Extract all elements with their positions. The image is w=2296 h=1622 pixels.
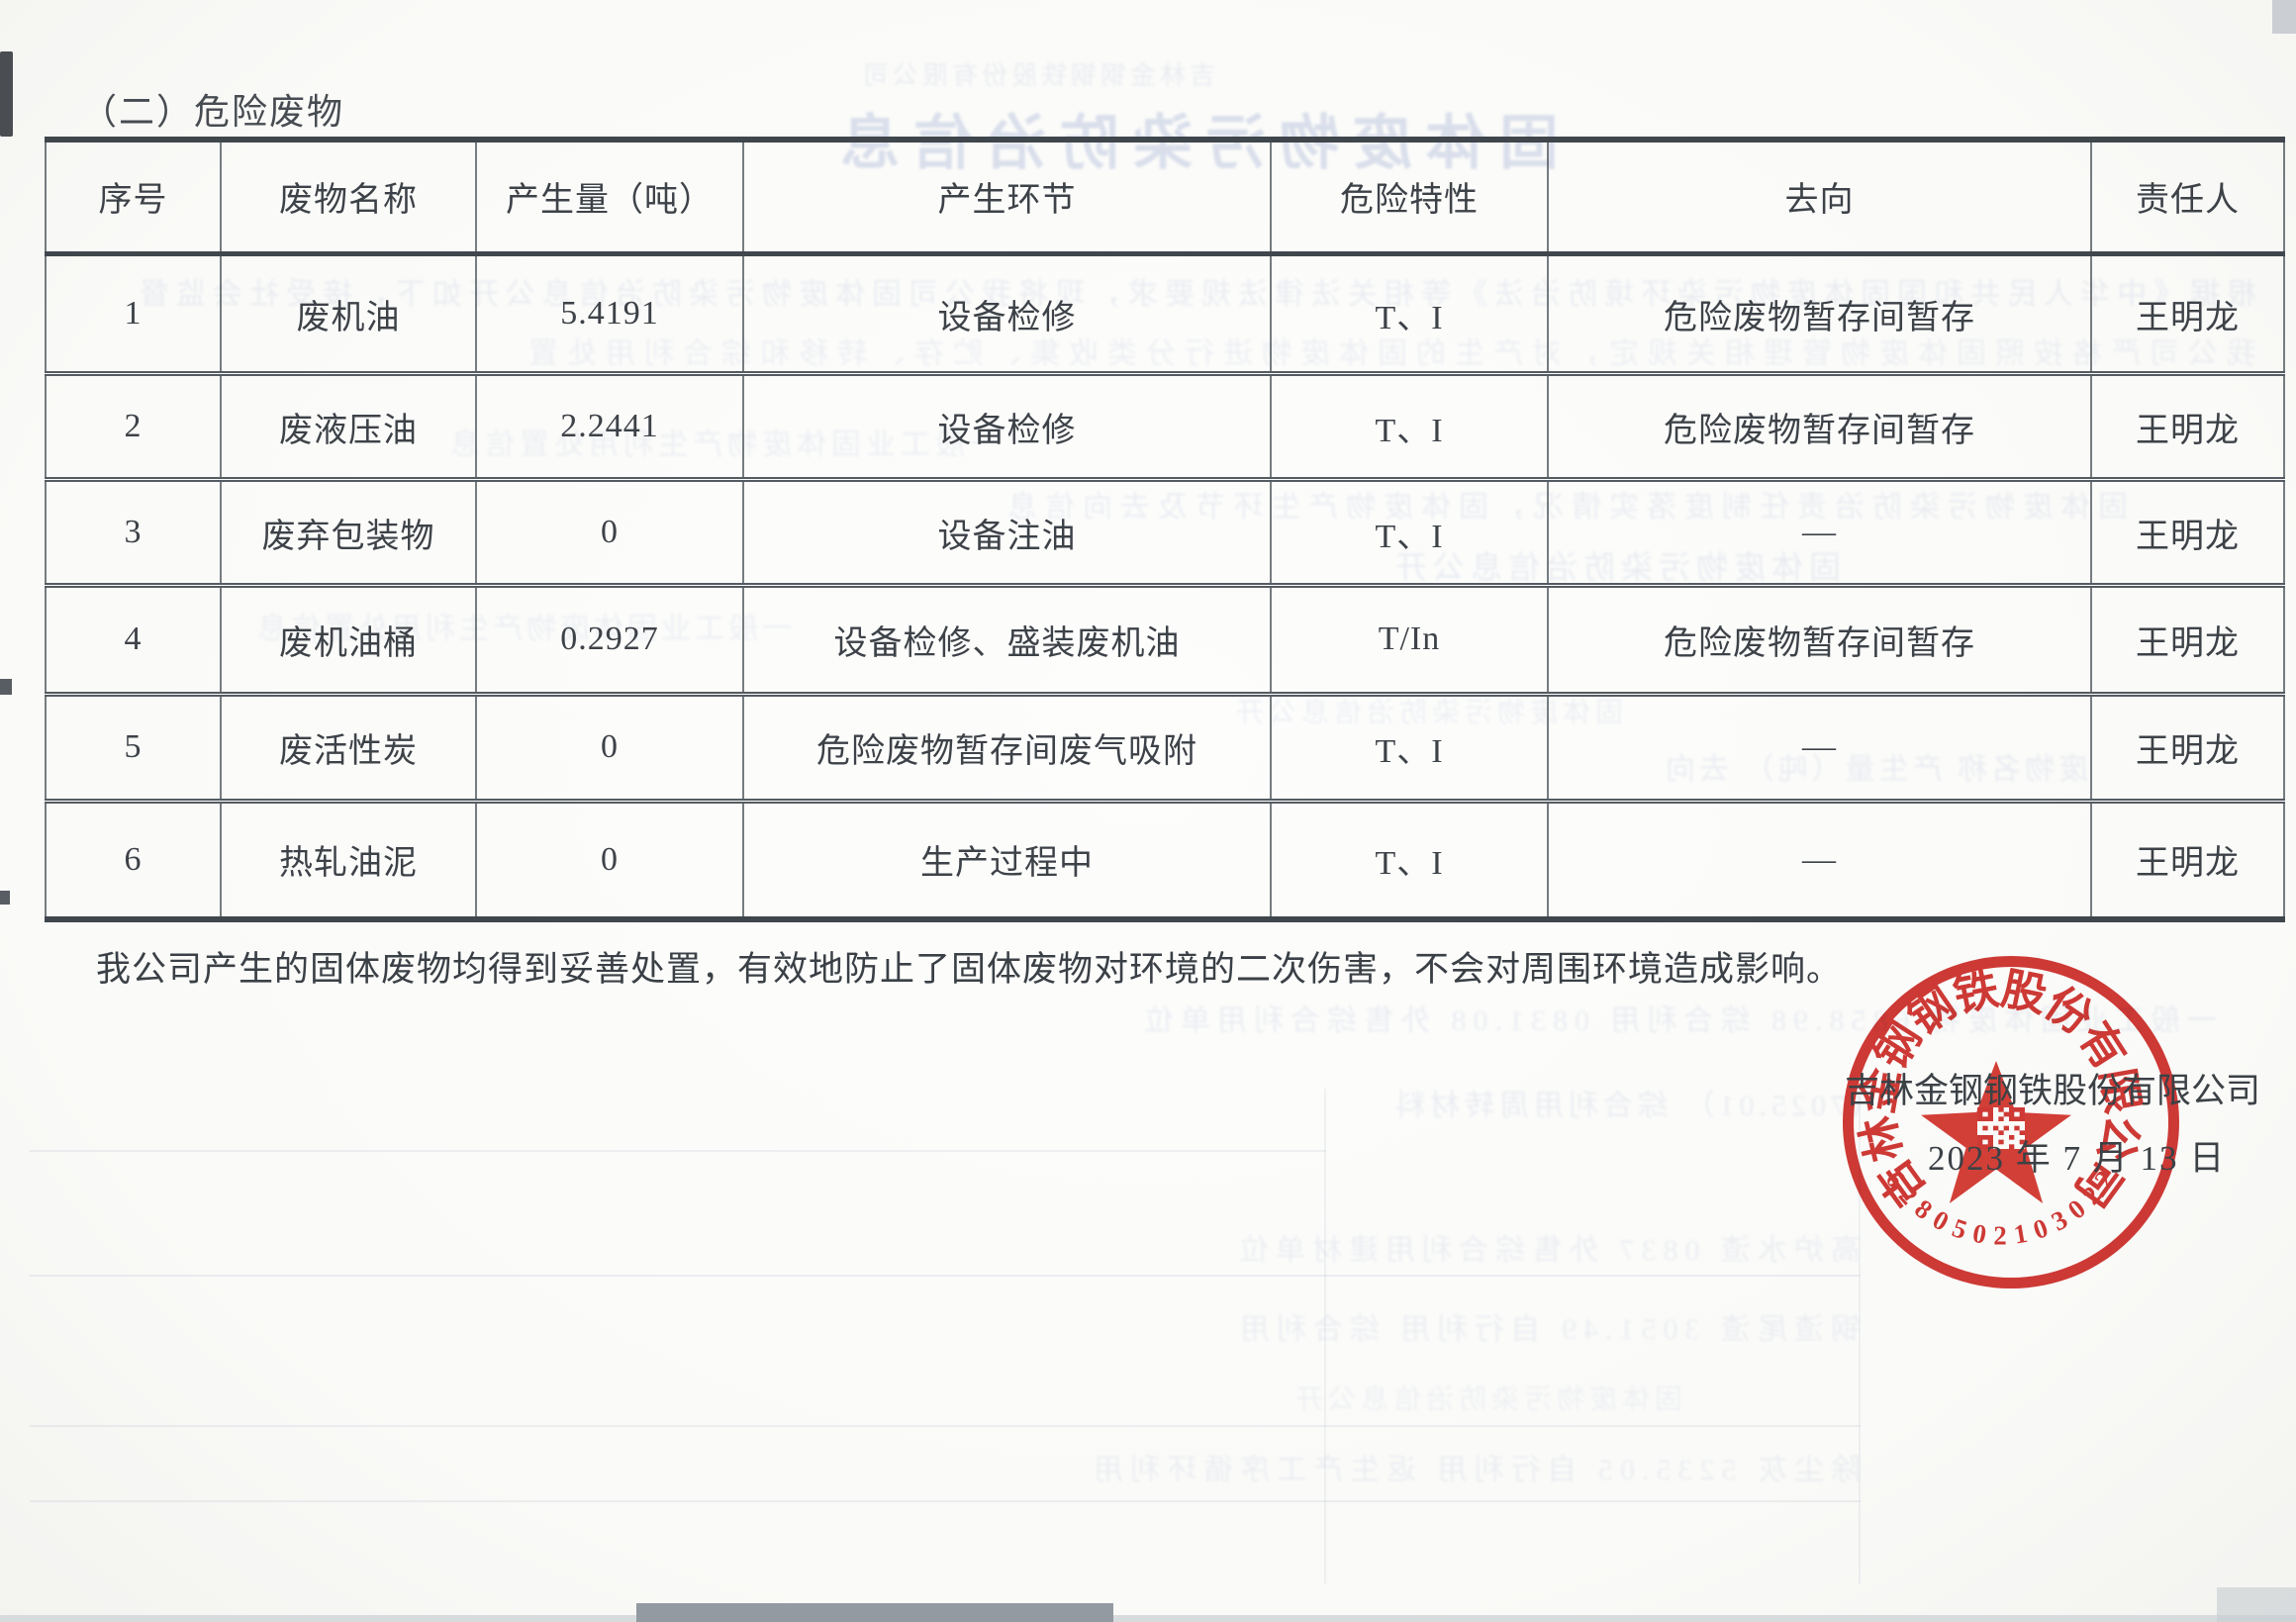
seal-date-text: 2023 年 7 月 13 日 bbox=[1928, 1139, 2227, 1178]
scan-artifact bbox=[0, 679, 12, 695]
bleedthrough-line bbox=[30, 1500, 1861, 1502]
scan-artifact bbox=[0, 891, 10, 905]
bleedthrough-line bbox=[1324, 1089, 1326, 1583]
table-header-row: 序号 废物名称 产生量（吨） 产生环节 危险特性 去向 责任人 bbox=[45, 140, 2285, 256]
table-row: 1 废机油 5.4191 设备检修 T、I 危险废物暂存间暂存 王明龙 bbox=[45, 253, 2285, 377]
bleedthrough-text: 吉林金钢钢铁股份有限公司 bbox=[859, 61, 1216, 90]
scan-artifact bbox=[2217, 1587, 2296, 1622]
company-name-text: 吉林金钢钢铁股份有限公司 bbox=[1845, 1072, 2261, 1110]
qr-code-icon bbox=[1977, 1107, 2025, 1149]
col-header-source-stage: 产生环节 bbox=[742, 140, 1272, 256]
col-header-amount: 产生量（吨） bbox=[475, 140, 744, 256]
table-row: 2 废液压油 2.2441 设备检修 T、I 危险废物暂存间暂存 王明龙 bbox=[45, 373, 2285, 482]
table-row: 6 热轧油泥 0 生产过程中 T、I — 王明龙 bbox=[45, 801, 2285, 919]
bleedthrough-text: 固体废物污染防治信息公开 bbox=[1290, 1384, 1682, 1415]
scan-artifact bbox=[636, 1603, 1113, 1622]
scan-artifact bbox=[2272, 0, 2296, 34]
table-row: 3 废弃包装物 0 设备注油 T、I — 王明龙 bbox=[45, 479, 2285, 589]
bleedthrough-text: 钢渣尾渣 3051.49 自行利用 综合利用 bbox=[1233, 1313, 1861, 1346]
bleedthrough-text: （7025.01） 综合利用周转材料 bbox=[1390, 1090, 1880, 1122]
scan-artifact bbox=[0, 1615, 2296, 1622]
closing-statement: 我公司产生的固体废物均得到妥善处置，有效地防止了固体废物对环境的二次伤害，不会对… bbox=[96, 950, 1843, 989]
bleedthrough-line bbox=[30, 1425, 1861, 1427]
col-header-destination: 去向 bbox=[1547, 140, 2092, 256]
col-header-responsible: 责任人 bbox=[2090, 140, 2285, 256]
bleedthrough-line bbox=[30, 1275, 1861, 1277]
bleedthrough-line bbox=[30, 1150, 1326, 1152]
col-header-waste-name: 废物名称 bbox=[220, 140, 477, 256]
hazardous-waste-table: 序号 废物名称 产生量（吨） 产生环节 危险特性 去向 责任人 1 废机油 5.… bbox=[45, 137, 2285, 922]
seal-ring bbox=[1843, 956, 2179, 1288]
section-title: （二）危险废物 bbox=[81, 92, 345, 132]
table-row: 5 废活性炭 0 危险废物暂存间废气吸附 T、I — 王明龙 bbox=[45, 694, 2285, 804]
col-header-hazard-property: 危险特性 bbox=[1270, 140, 1549, 256]
table-row: 4 废机油桶 0.2927 设备检修、盛装废机油 T/In 危险废物暂存间暂存 … bbox=[45, 585, 2285, 697]
col-header-index: 序号 bbox=[45, 140, 222, 256]
scan-artifact bbox=[0, 51, 13, 137]
bleedthrough-text: 除尘灰 5235.05 自行利用 返生产工序循环利用 bbox=[1087, 1454, 1861, 1486]
bleedthrough-text: 高炉水渣 0837 外售综合利用建材单位 bbox=[1232, 1234, 1861, 1267]
